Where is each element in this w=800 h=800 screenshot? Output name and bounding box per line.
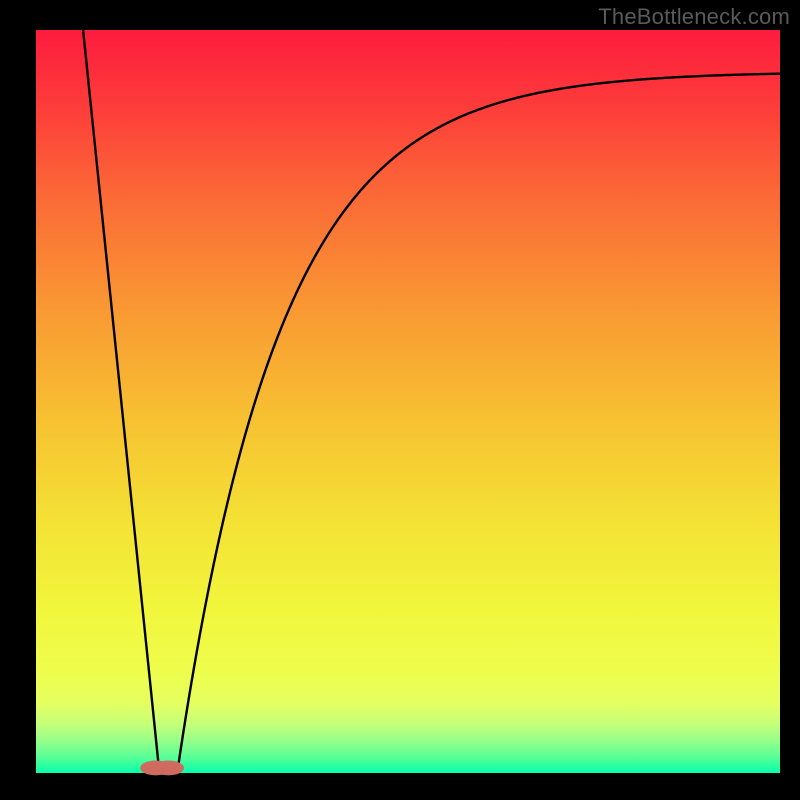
curve-right-branch xyxy=(178,74,780,769)
chart-svg xyxy=(0,0,800,800)
curve-left-branch xyxy=(83,30,159,769)
chart-container: TheBottleneck.com xyxy=(0,0,800,800)
watermark-text: TheBottleneck.com xyxy=(598,4,790,30)
curve-minimum-marker xyxy=(140,761,184,776)
